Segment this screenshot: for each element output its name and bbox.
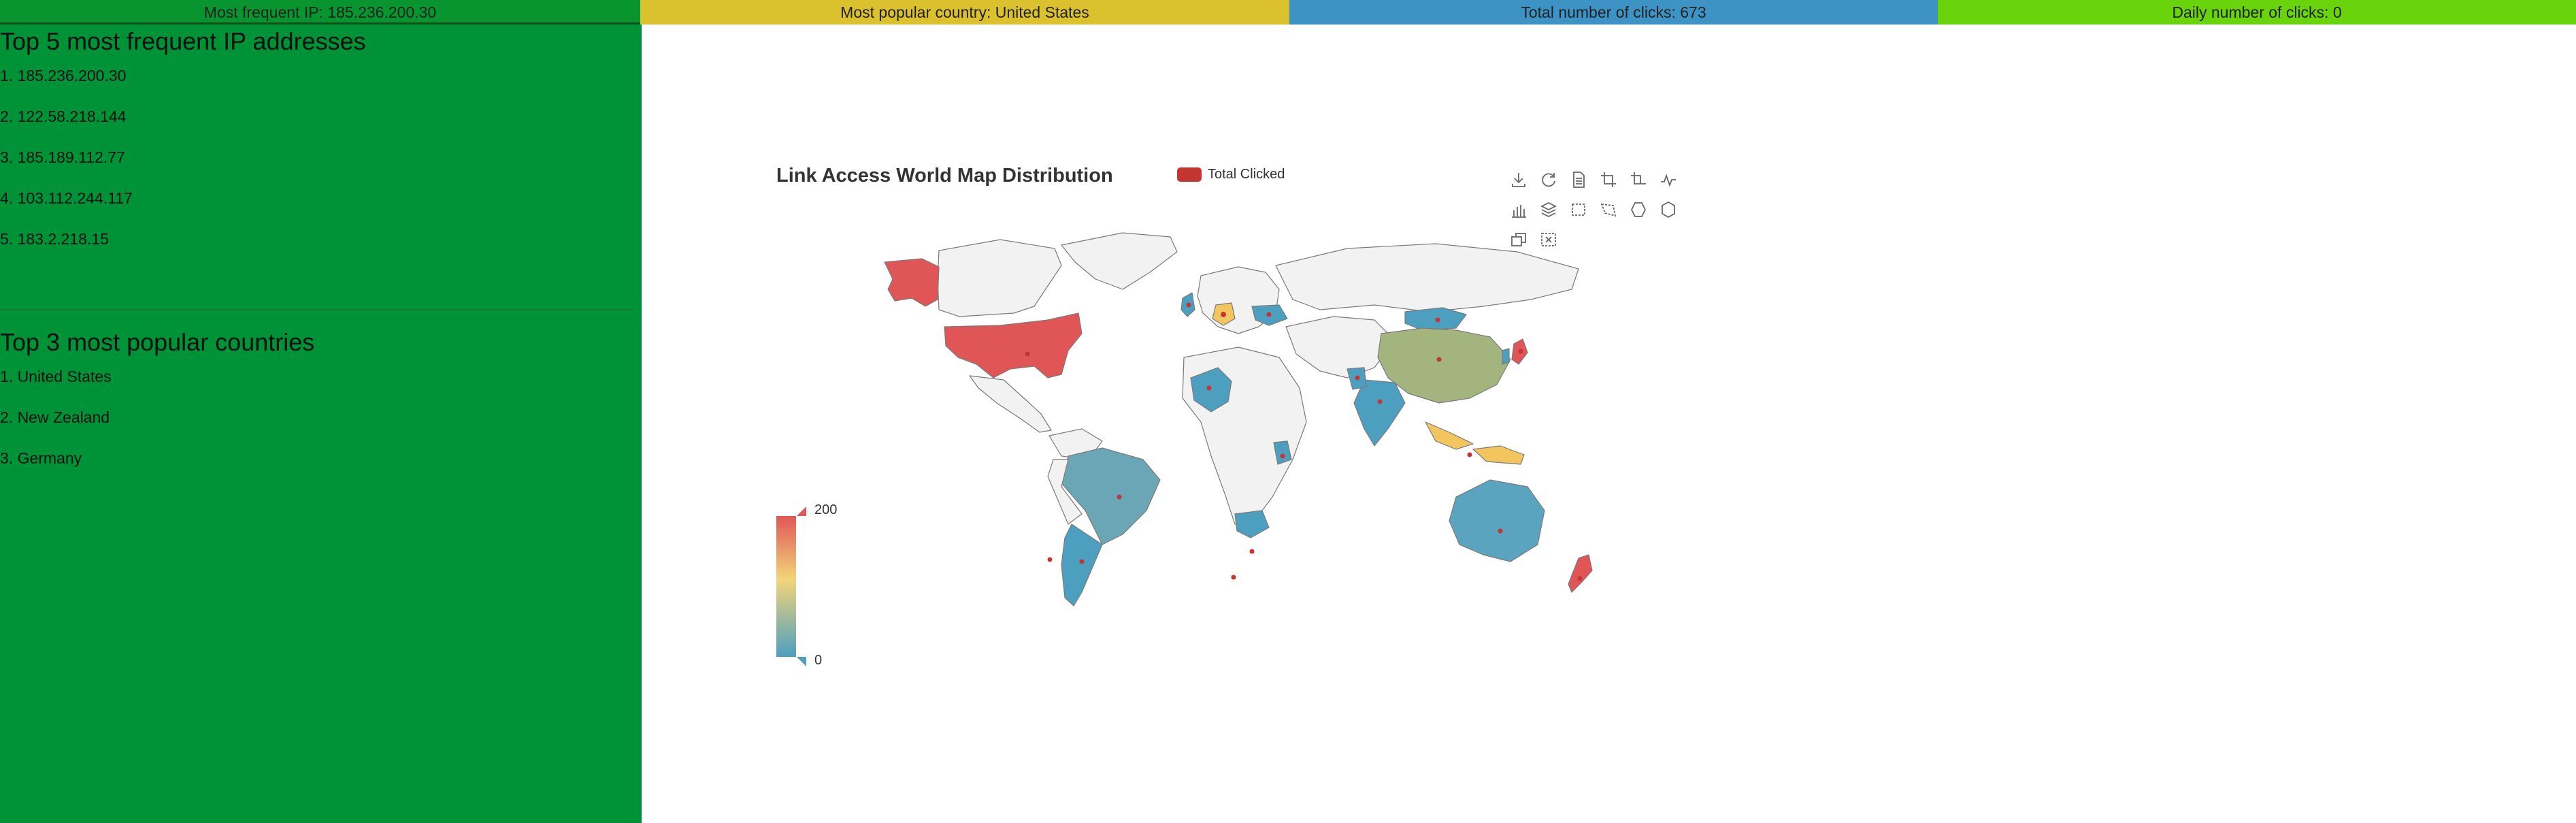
most-popular-country-stat: Most popular country: United States: [640, 0, 1289, 25]
usa-marker[interactable]: [1025, 351, 1030, 357]
india-region[interactable]: [1353, 379, 1406, 447]
ip-list-item: 4. 103.112.244.117: [0, 189, 133, 207]
japan-marker[interactable]: [1518, 349, 1523, 354]
visual-map: 200 0: [776, 502, 837, 678]
color-scale[interactable]: [776, 504, 817, 675]
data-view-icon[interactable]: [1569, 170, 1588, 189]
ip-list-item: 1. 185.236.200.30: [0, 67, 127, 84]
russia-region[interactable]: [1275, 243, 1579, 312]
china-marker[interactable]: [1436, 357, 1442, 362]
legend-total-clicked[interactable]: Total Clicked: [1177, 167, 1285, 182]
central-asia-region[interactable]: [1285, 316, 1396, 378]
zoom-reset-icon[interactable]: [1629, 170, 1648, 189]
south-africa-region[interactable]: [1234, 510, 1270, 538]
kenya-region[interactable]: [1273, 440, 1292, 465]
new-zealand-marker[interactable]: [1577, 576, 1583, 581]
australia-region[interactable]: [1449, 479, 1545, 562]
australia-marker[interactable]: [1498, 528, 1503, 534]
kenya-marker[interactable]: [1280, 453, 1285, 459]
chart-title: Link Access World Map Distribution: [776, 165, 1113, 187]
brazil-marker[interactable]: [1117, 494, 1122, 500]
scale-min-handle[interactable]: [797, 657, 806, 666]
refresh-icon[interactable]: [1539, 170, 1558, 189]
korea-region[interactable]: [1502, 348, 1510, 365]
argentina-marker[interactable]: [1079, 559, 1085, 564]
total-clicks-stat: Total number of clicks: 673: [1289, 0, 1938, 25]
ip-list-item: 3. 185.189.112.77: [0, 148, 125, 166]
mongolia-marker[interactable]: [1435, 317, 1440, 323]
chile-island-marker[interactable]: [1047, 557, 1053, 562]
legend-label: Total Clicked: [1208, 167, 1285, 182]
new-zealand-region[interactable]: [1568, 554, 1593, 593]
top-ips-title: Top 5 most frequent IP addresses: [0, 27, 366, 55]
south-africa-marker[interactable]: [1249, 549, 1255, 554]
clear-select-icon[interactable]: [1659, 200, 1678, 219]
mexico-region[interactable]: [969, 375, 1052, 433]
southeast-asia-region[interactable]: [1425, 421, 1474, 450]
section-divider: [0, 309, 633, 310]
peru-region[interactable]: [1047, 459, 1083, 525]
algeria-region[interactable]: [1190, 367, 1232, 413]
south-atlantic-marker[interactable]: [1231, 575, 1236, 580]
country-list-item: 2. New Zealand: [0, 408, 110, 426]
country-list-item: 3. Germany: [0, 449, 82, 467]
argentina-region[interactable]: [1061, 523, 1103, 607]
china-region[interactable]: [1377, 327, 1511, 404]
top-countries-title: Top 3 most popular countries: [0, 328, 315, 356]
most-frequent-ip-stat: Most frequent IP: 185.236.200.30: [0, 0, 640, 25]
zoom-icon[interactable]: [1599, 170, 1618, 189]
scale-max-label: 200: [814, 502, 838, 517]
country-list-item: 1. United States: [0, 368, 112, 385]
polygon-select-icon[interactable]: [1599, 200, 1618, 219]
indonesia-region[interactable]: [1472, 445, 1525, 465]
uk-marker[interactable]: [1186, 302, 1191, 308]
scale-max-handle[interactable]: [797, 506, 806, 516]
greenland-region[interactable]: [1061, 232, 1178, 290]
algeria-marker[interactable]: [1206, 385, 1212, 391]
legend-swatch: [1177, 167, 1202, 182]
alaska-region[interactable]: [884, 258, 940, 307]
crop-icon[interactable]: [1539, 230, 1558, 249]
stack-icon[interactable]: [1539, 200, 1558, 219]
scale-min-label: 0: [814, 653, 823, 668]
rect-select-icon[interactable]: [1569, 200, 1588, 219]
ip-list-item: 5. 183.2.218.15: [0, 230, 109, 248]
keep-select-icon[interactable]: [1629, 200, 1648, 219]
indonesia-marker[interactable]: [1467, 452, 1472, 457]
usa-region[interactable]: [944, 312, 1083, 378]
daily-clicks-stat: Daily number of clicks: 0: [1938, 0, 2576, 25]
download-icon[interactable]: [1509, 170, 1528, 189]
line-chart-icon[interactable]: [1659, 170, 1678, 189]
bar-chart-icon[interactable]: [1509, 200, 1528, 219]
brazil-region[interactable]: [1061, 447, 1161, 545]
sidebar: Top 5 most frequent IP addresses 1. 185.…: [0, 25, 642, 823]
restore-icon[interactable]: [1509, 230, 1528, 249]
germany-marker[interactable]: [1221, 312, 1226, 317]
ip-list-item: 2. 122.58.218.144: [0, 108, 127, 125]
ukraine-marker[interactable]: [1266, 312, 1272, 317]
pakistan-marker[interactable]: [1355, 375, 1360, 381]
world-map[interactable]: [857, 225, 1606, 619]
canada-region[interactable]: [937, 239, 1062, 317]
india-marker[interactable]: [1377, 399, 1383, 404]
stats-bar: Most frequent IP: 185.236.200.30 Most po…: [0, 0, 2576, 25]
